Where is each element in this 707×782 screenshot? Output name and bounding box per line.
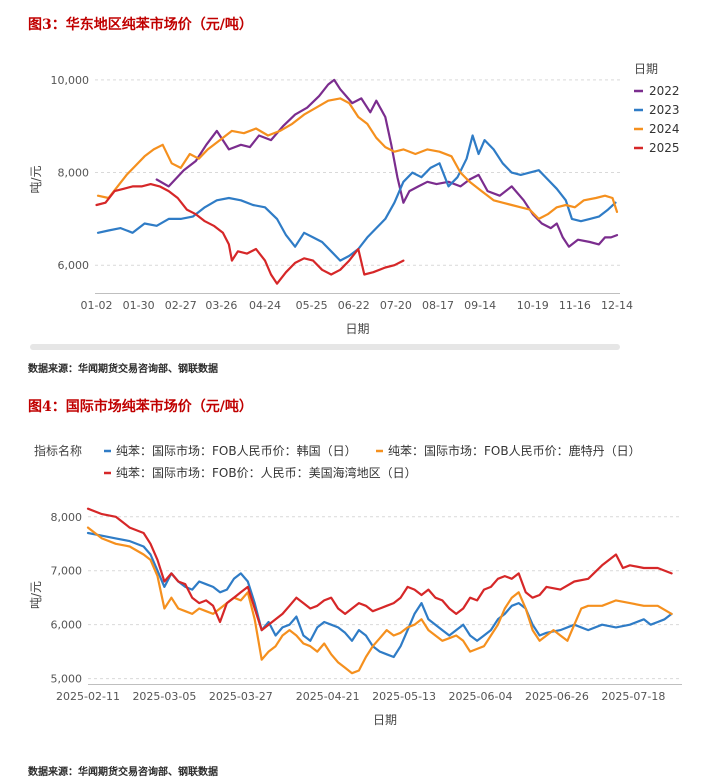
x-tick-label: 04-24: [249, 299, 281, 312]
x-tick-label: 08-17: [422, 299, 454, 312]
x-tick-label: 02-27: [165, 299, 197, 312]
legend-label-3: 2025: [649, 141, 680, 155]
x-tick-label: 2025-06-26: [525, 690, 589, 703]
series-line-3: [95, 183, 405, 285]
x-tick-label: 2025-07-18: [601, 690, 665, 703]
chart1-source: 数据来源：华闻期货交易咨询部、钢联数据: [28, 364, 218, 375]
chart1-scrollbar: [30, 344, 620, 350]
y-tick-label: 5,000: [51, 673, 83, 686]
chart1-svg: 6,000 8,000 10,000 01-02 01-30 02-27 03-26 04-2…: [29, 62, 680, 350]
legend-label-2: 2024: [649, 122, 680, 136]
x-tick-label: 06-22: [338, 299, 370, 312]
x-axis-title: 日期: [373, 713, 397, 727]
chart2-svg: 5,000 6,000 7,000 8,000 2025-02-11 2025-03-05…: [29, 443, 682, 727]
y-tick-label: 6,000: [51, 619, 83, 632]
y-axis-title: 吨/元: [29, 165, 43, 193]
y-tick-label: 8,000: [51, 511, 83, 524]
legend-caption: 指标名称: [34, 443, 82, 458]
y-axis-title: 吨/元: [29, 581, 43, 609]
series-line-2: [86, 507, 673, 632]
chart2-title: 图4：国际市场纯苯市场价（元/吨）: [28, 399, 253, 415]
x-tick-label: 05-25: [296, 299, 328, 312]
chart2-source: 数据来源：华闻期货交易咨询部、钢联数据: [28, 767, 218, 778]
x-tick-label: 2025-03-27: [209, 690, 273, 703]
legend-title: 日期: [634, 62, 658, 76]
x-tick-label: 12-14: [601, 299, 633, 312]
series-line-0: [155, 78, 619, 248]
x-tick-label: 09-14: [464, 299, 496, 312]
x-tick-label: 10-19: [517, 299, 549, 312]
y-tick-label: 10,000: [51, 74, 90, 87]
series-line-2: [96, 97, 619, 220]
legend-label-1: 纯苯：国际市场：FOB人民币价：鹿特丹（日）: [388, 443, 641, 458]
x-tick-label: 11-16: [559, 299, 591, 312]
x-tick-label: 2025-04-21: [296, 690, 360, 703]
y-tick-label: 6,000: [58, 259, 90, 272]
legend-label-2: 纯苯：国际市场：FOB价：人民币：美国海湾地区（日）: [116, 465, 417, 480]
legend-label-0: 纯苯：国际市场：FOB人民币价：韩国（日）: [116, 443, 357, 458]
legend-label-0: 2022: [649, 84, 680, 98]
x-tick-label: 01-02: [81, 299, 113, 312]
y-tick-label: 7,000: [51, 565, 83, 578]
y-tick-label: 8,000: [58, 167, 90, 180]
chart1-title: 图3：华东地区纯苯市场价（元/吨）: [28, 17, 253, 33]
x-tick-label: 2025-02-11: [56, 690, 120, 703]
x-tick-label: 2025-06-04: [449, 690, 513, 703]
x-tick-label: 03-26: [205, 299, 237, 312]
x-tick-label: 01-30: [123, 299, 155, 312]
x-axis-title: 日期: [345, 322, 369, 336]
legend-label-1: 2023: [649, 103, 680, 117]
series-line-0: [86, 531, 673, 659]
x-tick-label: 2025-03-05: [132, 690, 196, 703]
series-line-1: [86, 526, 673, 675]
x-tick-label: 2025-05-13: [372, 690, 436, 703]
x-tick-label: 07-20: [380, 299, 412, 312]
series-line-1: [96, 134, 617, 262]
